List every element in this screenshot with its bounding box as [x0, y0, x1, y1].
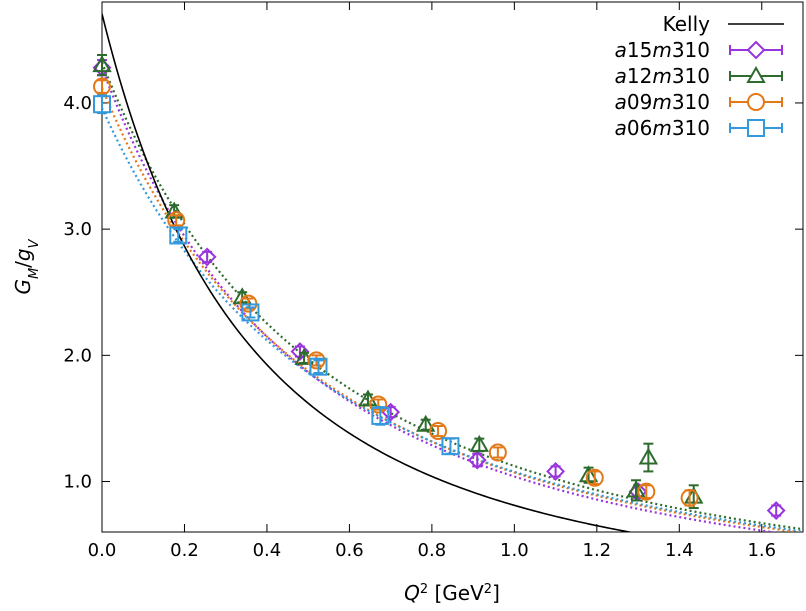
legend-marker-a06 [747, 119, 765, 137]
data-point-a09 [429, 422, 448, 441]
curves [102, 13, 803, 532]
data-point-a12 [92, 55, 112, 73]
data-point-a15 [546, 462, 566, 481]
data-point-a06 [371, 406, 390, 425]
x-tick-label: 1.4 [665, 540, 694, 561]
legend-marker-a15 [746, 40, 766, 60]
x-tick-label: 1.6 [747, 540, 776, 561]
data-point-a12 [164, 201, 184, 219]
data-point-a09 [307, 351, 326, 370]
y-axis-label-gv-sub: V [27, 238, 42, 248]
fit-curve-a09 [102, 87, 803, 532]
data-point-a12 [469, 434, 490, 452]
y-axis-label-gv: g [11, 248, 35, 261]
x-axis-label-q: Q [404, 581, 420, 605]
x-axis-label: Q2 [GeV2] [404, 581, 500, 605]
x-tick-label: 0.6 [335, 540, 364, 561]
data-point-a15 [290, 342, 310, 361]
y-tick-label: 4.0 [63, 93, 92, 114]
x-axis-label-unit: [GeV [428, 581, 484, 605]
data-point-a06 [309, 357, 328, 376]
data-point-a06 [241, 303, 260, 322]
data-point-a15 [766, 501, 786, 520]
data-point-a12 [294, 347, 314, 365]
kelly-curve [102, 13, 634, 532]
data-point-a09 [680, 488, 699, 507]
x-axis-label-sup: 2 [420, 582, 428, 597]
x-tick-label: 1.2 [583, 540, 612, 561]
y-axis-label-g: G [11, 279, 35, 295]
legend-label-a09: a09m310 [615, 90, 710, 114]
legend-marker-a12 [746, 65, 766, 83]
data-point-a06 [441, 437, 460, 456]
legend-marker-a09 [747, 93, 765, 111]
data-point-a09 [369, 395, 388, 414]
plot-area [101, 1, 804, 533]
data-point-a12 [638, 447, 659, 465]
legend-label-a06: a06m310 [615, 116, 710, 140]
data-point-a06 [169, 226, 188, 245]
y-tick-label: 1.0 [63, 472, 92, 493]
data-point-a15 [467, 450, 487, 470]
points [92, 54, 786, 520]
x-tick-label: 0.8 [418, 540, 447, 561]
fit-curve-a06 [102, 107, 803, 532]
y-axis-label: GM/gV [11, 238, 42, 294]
data-point-a15 [197, 247, 217, 267]
x-tick-label: 0.2 [170, 540, 199, 561]
x-axis-label-close: ] [492, 581, 500, 605]
data-point-a12 [415, 414, 436, 432]
x-axis-label-unit-sup: 2 [484, 582, 492, 597]
data-point-a09 [637, 482, 656, 501]
legend-label-a15: a15m310 [615, 38, 710, 62]
y-tick-label: 2.0 [63, 345, 92, 366]
data-point-a09 [585, 468, 604, 487]
data-point-a06 [93, 95, 111, 114]
fit-curve-a15 [102, 67, 780, 532]
ticks: 0.0 0.2 0.4 0.6 0.8 1.0 1.2 1.4 1.6 1.0 2.0 3.0 4.0 [63, 2, 803, 561]
data-point-a12 [626, 480, 646, 498]
legend-label-kelly: Kelly [663, 12, 711, 36]
x-tick-label: 0.0 [88, 540, 117, 561]
y-axis-label-slash: / [11, 261, 35, 268]
data-point-a09 [488, 443, 507, 462]
x-tick-label: 1.0 [500, 540, 529, 561]
y-tick-label: 3.0 [63, 219, 92, 240]
legend-label-a12: a12m310 [615, 64, 710, 88]
fit-curve-a12 [102, 62, 803, 531]
y-axis-label-g-sub: M [27, 268, 42, 279]
x-tick-label: 0.4 [253, 540, 282, 561]
